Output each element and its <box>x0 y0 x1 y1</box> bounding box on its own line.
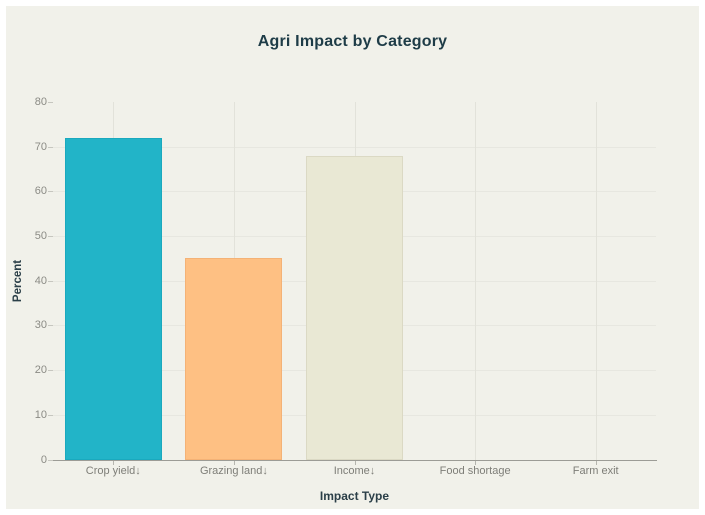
y-tick-label: 30 <box>34 319 47 332</box>
y-tick-label: 80 <box>34 96 47 108</box>
x-tick-label: Farm exit <box>572 465 619 477</box>
bar-grazing-land <box>185 258 283 460</box>
x-axis-tick <box>595 460 597 465</box>
x-tick-label: Income↓ <box>333 465 376 477</box>
y-tick-label: 40 <box>34 274 47 287</box>
y-axis-tick <box>48 191 53 193</box>
x-axis-line <box>53 459 657 461</box>
y-tick-label: 20 <box>34 364 47 377</box>
x-tick-label: Grazing land↓ <box>199 465 268 477</box>
y-tick-label: 10 <box>34 408 47 421</box>
y-axis-tick <box>48 414 53 416</box>
y-axis-tick <box>48 102 53 103</box>
x-axis-tick <box>475 460 477 465</box>
x-tick-label: Food shortage <box>439 465 511 477</box>
y-axis-tick <box>48 236 53 238</box>
x-axis-tick <box>113 460 115 465</box>
y-axis-tick <box>48 370 53 372</box>
y-tick-label: 60 <box>34 185 47 198</box>
bar-income <box>306 155 403 460</box>
y-tick-label: 0 <box>40 453 47 466</box>
y-axis-tick <box>48 280 53 282</box>
x-axis-tick <box>233 460 235 465</box>
x-gridline <box>475 102 477 460</box>
x-axis-title: Impact Type <box>319 489 390 503</box>
y-axis-tick <box>48 325 53 327</box>
x-gridline <box>595 102 597 460</box>
bar-crop-yield <box>64 137 162 460</box>
y-axis-tick <box>48 459 53 461</box>
x-tick-label: Crop yield↓ <box>85 465 141 477</box>
y-axis-tick <box>48 146 53 148</box>
chart-title: Agri Impact by Category <box>257 33 448 50</box>
y-tick-label: 50 <box>34 230 47 243</box>
y-tick-label: 70 <box>34 140 47 153</box>
x-axis-tick <box>354 460 356 465</box>
